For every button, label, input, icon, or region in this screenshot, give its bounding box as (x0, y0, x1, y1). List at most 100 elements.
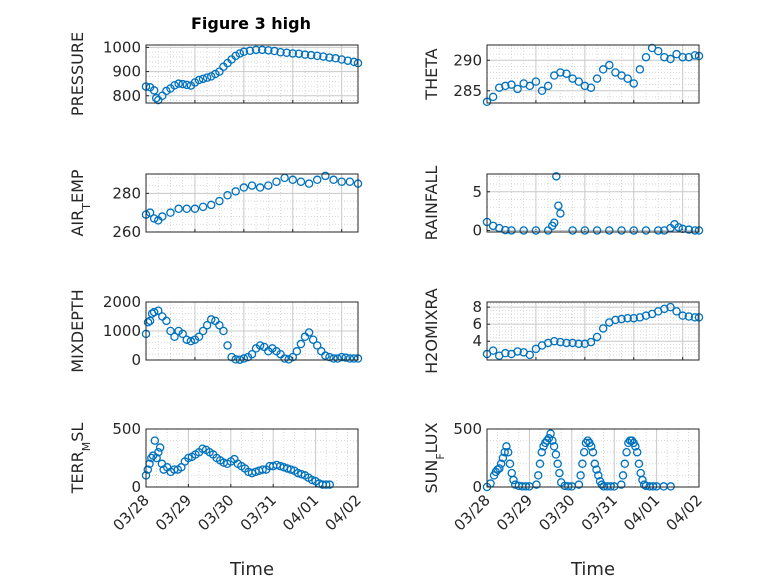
data-point (158, 212, 167, 221)
plot-area (146, 45, 358, 103)
y-axis-label-subscript: T (80, 203, 93, 211)
data-point (198, 326, 208, 336)
data-point (501, 81, 510, 91)
data-point (641, 226, 651, 235)
data-point (555, 468, 564, 478)
data-point (553, 459, 562, 469)
y-axis-label-part: SUN (422, 460, 441, 494)
data-point (648, 482, 658, 491)
data-point (635, 313, 645, 322)
data-point (505, 459, 515, 469)
data-point (300, 50, 310, 59)
y-tick-label: 6 (472, 315, 482, 333)
data-point (605, 60, 614, 70)
data-point (666, 54, 675, 64)
data-point (150, 436, 160, 445)
data-point (288, 175, 298, 185)
data-point (632, 447, 642, 457)
data-point (525, 81, 535, 91)
data-point (578, 459, 587, 469)
data-point (605, 226, 614, 235)
y-axis-label-part: SL (68, 423, 87, 442)
data-point (198, 444, 207, 453)
y-tick-label: 4 (472, 332, 482, 350)
data-point (488, 92, 498, 102)
data-point (521, 482, 531, 491)
data-point (606, 482, 615, 491)
data-point (292, 347, 302, 356)
data-point (251, 45, 261, 55)
data-point (288, 49, 298, 58)
y-axis-label: RAINFALL (422, 166, 441, 241)
data-point (337, 352, 346, 362)
subplot-pressure: 800 900 1000 PRESSURE (68, 32, 363, 116)
data-point (282, 48, 291, 57)
plot-area (146, 429, 358, 487)
x-axis-label: Time (570, 559, 615, 580)
data-point (509, 475, 518, 485)
data-point (617, 314, 626, 324)
data-point (525, 350, 535, 360)
data-point (143, 318, 153, 327)
subplot-rainfall: 0 5 RAINFALL (422, 166, 704, 241)
data-point (219, 326, 228, 336)
data-point (513, 347, 522, 356)
data-point (184, 453, 193, 463)
data-point (503, 447, 513, 457)
data-point (635, 65, 645, 74)
data-point (590, 459, 600, 469)
y-tick-label: 0 (472, 478, 482, 496)
y-axis-label-part: TERR (68, 451, 87, 494)
data-point (257, 45, 267, 55)
data-point (215, 320, 224, 330)
data-point (331, 54, 340, 63)
axes-box (486, 301, 700, 361)
data-point (653, 46, 663, 56)
data-point (568, 338, 577, 348)
data-point (245, 46, 255, 56)
y-axis-label-part: EMP (68, 169, 87, 203)
data-point (556, 68, 565, 77)
data-point (325, 352, 334, 362)
data-point (552, 172, 561, 181)
data-point (166, 326, 175, 336)
data-point (574, 480, 584, 489)
data-point (531, 226, 541, 235)
data-point (170, 81, 179, 90)
data-point (312, 175, 322, 185)
y-tick-label: 1000 (103, 38, 141, 56)
data-point (186, 336, 196, 346)
axes-box (486, 44, 700, 104)
data-point (631, 442, 640, 451)
data-point (270, 46, 279, 56)
data-point (537, 447, 547, 457)
data-point (623, 313, 632, 323)
data-point (550, 336, 559, 346)
data-point (333, 354, 342, 363)
data-point (574, 339, 583, 349)
data-point (576, 471, 585, 480)
data-point (239, 354, 249, 363)
data-point (580, 339, 590, 349)
data-point (306, 50, 316, 60)
data-point (620, 459, 630, 469)
data-point (329, 175, 338, 185)
data-point (586, 442, 596, 451)
data-point (158, 91, 167, 101)
data-point (280, 354, 289, 363)
axes-box (145, 44, 359, 104)
data-point (556, 337, 565, 347)
y-tick-label: 0 (472, 221, 482, 239)
data-point (629, 79, 639, 88)
data-point (488, 346, 498, 355)
data-point (325, 480, 334, 489)
y-axis-label-subscript: M (80, 442, 93, 452)
data-point (500, 447, 509, 457)
data-point (617, 480, 626, 489)
data-point (206, 200, 216, 210)
y-axis-label: MIXDEPTH (68, 289, 87, 372)
data-point (594, 471, 603, 480)
data-point (202, 320, 212, 330)
subplot-air-temp: 260 280 AIRTEMP (68, 169, 363, 241)
plot-area (146, 174, 358, 232)
